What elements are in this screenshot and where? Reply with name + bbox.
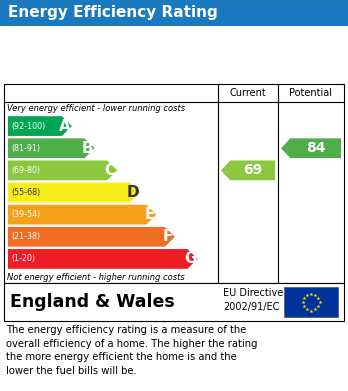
Polygon shape <box>8 183 140 203</box>
Text: England & Wales: England & Wales <box>10 293 175 311</box>
Bar <box>284 287 338 317</box>
Text: C: C <box>105 163 116 178</box>
Polygon shape <box>8 116 72 136</box>
Text: (69-80): (69-80) <box>11 166 40 175</box>
Text: Potential: Potential <box>290 88 332 98</box>
Text: (39-54): (39-54) <box>11 210 40 219</box>
Polygon shape <box>8 227 175 247</box>
Bar <box>4 283 344 321</box>
Text: B: B <box>82 141 93 156</box>
Polygon shape <box>281 138 341 158</box>
Polygon shape <box>8 160 117 180</box>
Polygon shape <box>8 138 95 158</box>
Text: EU Directive
2002/91/EC: EU Directive 2002/91/EC <box>223 289 283 312</box>
Polygon shape <box>221 160 275 180</box>
Text: (55-68): (55-68) <box>11 188 40 197</box>
Text: Very energy efficient - lower running costs: Very energy efficient - lower running co… <box>7 104 185 113</box>
Text: 69: 69 <box>243 163 262 178</box>
Text: D: D <box>127 185 139 200</box>
Text: Not energy efficient - higher running costs: Not energy efficient - higher running co… <box>7 273 185 282</box>
Bar <box>4 84 344 283</box>
Text: G: G <box>184 251 197 266</box>
Text: E: E <box>144 207 155 222</box>
Text: (1-20): (1-20) <box>11 255 35 264</box>
Text: (21-38): (21-38) <box>11 232 40 241</box>
Text: (81-91): (81-91) <box>11 144 40 153</box>
Text: Current: Current <box>230 88 266 98</box>
Text: 84: 84 <box>306 141 325 155</box>
Text: Energy Efficiency Rating: Energy Efficiency Rating <box>8 5 218 20</box>
Text: (92-100): (92-100) <box>11 122 45 131</box>
Polygon shape <box>8 249 198 269</box>
Polygon shape <box>8 205 156 224</box>
Text: The energy efficiency rating is a measure of the
overall efficiency of a home. T: The energy efficiency rating is a measur… <box>6 325 258 376</box>
Text: A: A <box>59 118 71 134</box>
Bar <box>0 0 348 26</box>
Text: F: F <box>163 229 173 244</box>
